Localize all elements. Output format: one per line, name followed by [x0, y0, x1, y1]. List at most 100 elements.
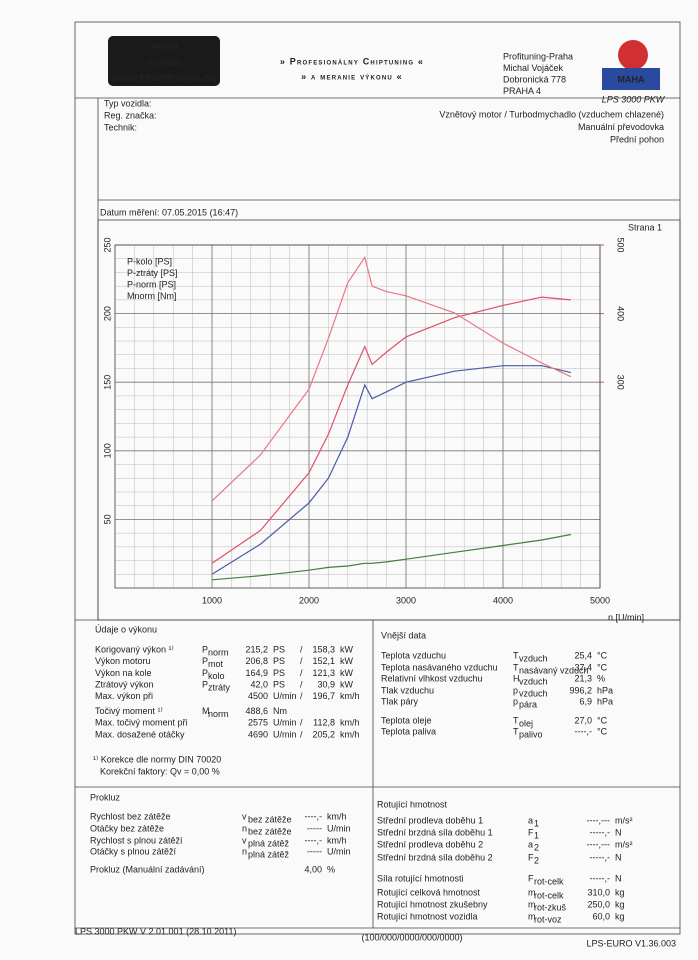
logo-circle	[618, 40, 648, 70]
title: » Profesionálny Chiptuning «	[280, 56, 424, 66]
x-tick-label: 3000	[396, 595, 416, 605]
symbol-sub: vzduch	[519, 676, 548, 686]
symbol-sub: rot-zkuš	[534, 902, 567, 912]
value: -----,-	[590, 827, 610, 837]
symbol: T	[513, 662, 519, 672]
value: 21,3	[574, 673, 592, 683]
value: 158,3	[312, 644, 335, 654]
page-number: Strana 1	[628, 222, 662, 232]
section-title: Vnější data	[381, 630, 426, 640]
separator: /	[300, 679, 303, 689]
unit: PS	[273, 679, 285, 689]
value: ----,-	[305, 835, 323, 845]
footer-text: LPS 3000 PKW V 2.01.001 (28.10.2011)	[75, 926, 236, 936]
value: 205,2	[312, 729, 335, 739]
row-label: Síla rotující hmotnosti	[377, 873, 464, 883]
value: 30,9	[317, 679, 335, 689]
symbol: n	[242, 823, 247, 833]
unit: PS	[273, 668, 285, 678]
maha-logo	[602, 40, 660, 90]
symbol: a	[528, 815, 533, 825]
symbol-sub: bez zátěže	[248, 826, 292, 836]
row-label: Tlak vzduchu	[381, 685, 434, 695]
address-line: Michal Vojáček	[503, 63, 564, 73]
x-axis-label: n [U/min]	[608, 612, 644, 622]
value: ----,-	[305, 811, 323, 821]
x-tick-label: 1000	[202, 595, 222, 605]
value: -----,-	[590, 873, 610, 883]
symbol-sub: bez zátěže	[248, 814, 292, 824]
unit: N	[615, 873, 622, 883]
value: 2575	[248, 718, 268, 728]
unit: kW	[340, 668, 354, 678]
date: Datum měření: 07.05.2015 (16:47)	[100, 207, 238, 217]
symbol-sub: rot-voz	[534, 914, 562, 924]
symbol-sub: 2	[534, 842, 539, 852]
x-tick-label: 5000	[590, 595, 610, 605]
unit: kg	[615, 911, 625, 921]
y-tick-label: 100	[102, 443, 112, 458]
unit: %	[327, 864, 335, 874]
row-label: Výkon motoru	[95, 656, 151, 666]
symbol-sub: 1	[534, 818, 539, 828]
logo-text: PROFI	[150, 42, 178, 52]
row-label: Ztrátový výkon	[95, 679, 154, 689]
symbol: M	[202, 706, 210, 716]
symbol: P	[202, 644, 208, 654]
value: 42,0	[250, 679, 268, 689]
value: 121,3	[312, 668, 335, 678]
legend-entry: P-kolo [PS]	[127, 256, 172, 266]
section-title: Rotující hmotnost	[377, 799, 448, 809]
note: Korekční faktory: Qv = 0,00 %	[100, 766, 220, 776]
row-label: Teplota oleje	[381, 715, 432, 725]
symbol: P	[202, 668, 208, 678]
unit: m/s²	[615, 839, 633, 849]
unit: U/min	[273, 718, 297, 728]
legend-entry: P-ztráty [PS]	[127, 268, 178, 278]
value: 37,4	[574, 662, 592, 672]
separator: /	[300, 656, 303, 666]
value: 215,2	[245, 644, 268, 654]
symbol: P	[202, 679, 208, 689]
symbol: F	[528, 873, 534, 883]
symbol: F	[528, 852, 534, 862]
symbol-sub: 1	[534, 830, 539, 840]
unit: hPa	[597, 696, 613, 706]
separator: /	[300, 718, 303, 728]
unit: m/s²	[615, 815, 633, 825]
row-label: Korigovaný výkon ¹⁾	[95, 644, 174, 654]
unit: °C	[597, 662, 608, 672]
symbol: a	[528, 839, 533, 849]
symbol-sub: nasávaný vzduch	[519, 665, 589, 675]
value: ----,---	[587, 839, 610, 849]
unit: Nm	[273, 706, 287, 716]
value: 112,8	[313, 718, 335, 728]
row-label: Teplota vzduchu	[381, 650, 446, 660]
unit: km/h	[327, 811, 347, 821]
symbol-sub: norm	[208, 647, 229, 657]
unit: kg	[615, 899, 625, 909]
y2-tick-label: 300	[616, 375, 626, 390]
y2-tick-label: 500	[616, 237, 626, 252]
logo-box	[108, 36, 220, 86]
note: ¹⁾ Korekce dle normy DIN 70020	[93, 754, 221, 764]
row-label: Rotující hmotnost zkušebny	[377, 899, 488, 909]
logo-url: WWW.PROFITUNING.SK	[112, 73, 217, 83]
legend-entry: Mnorm [Nm]	[127, 291, 177, 301]
unit: °C	[597, 715, 608, 725]
section-title: Prokluz	[90, 792, 121, 802]
value: 488,6	[245, 706, 268, 716]
row-label: Teplota paliva	[381, 726, 436, 736]
unit: °C	[597, 650, 608, 660]
y-tick-label: 50	[102, 514, 112, 524]
y-tick-label: 200	[102, 306, 112, 321]
unit: N	[615, 827, 622, 837]
legend-entry: P-norm [PS]	[127, 279, 176, 289]
row-label: Otáčky bez zátěže	[90, 823, 164, 833]
symbol: m	[528, 911, 536, 921]
symbol-sub: kolo	[208, 671, 225, 681]
value: ----,-	[575, 726, 593, 736]
symbol-sub: vzduch	[519, 688, 548, 698]
title: » a meranie výkonu «	[301, 71, 403, 81]
y-tick-label: 250	[102, 237, 112, 252]
